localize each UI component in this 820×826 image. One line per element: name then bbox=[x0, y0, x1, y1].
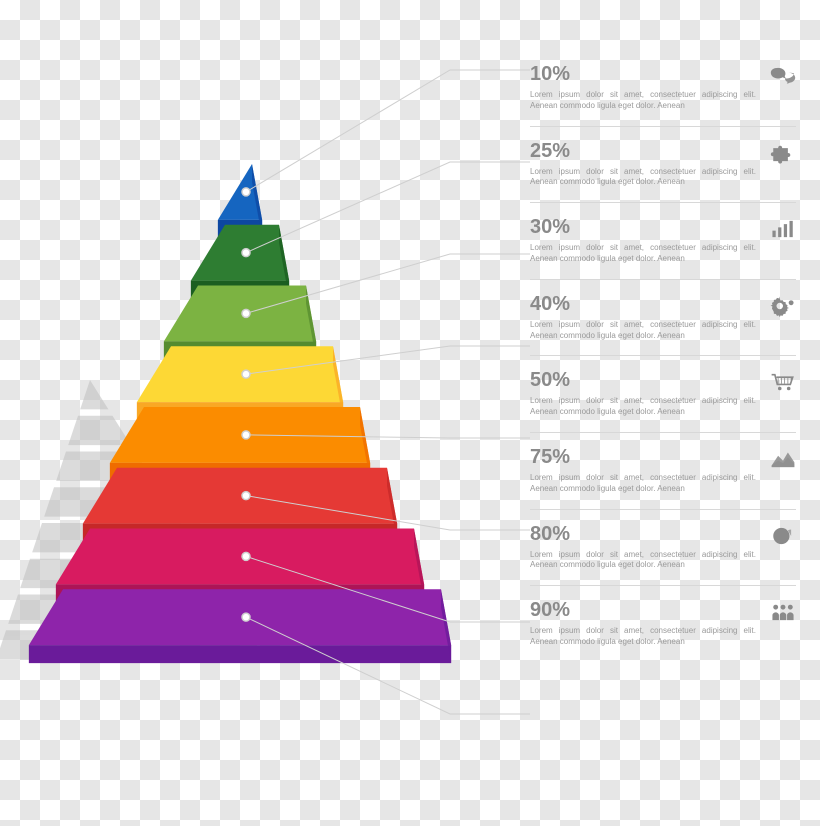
legend-percentage: 25% bbox=[530, 141, 756, 161]
legend-description: Lorem ipsum dolor sit amet, consectetuer… bbox=[530, 90, 756, 112]
legend-description: Lorem ipsum dolor sit amet, consectetuer… bbox=[530, 243, 756, 265]
legend-percentage: 80% bbox=[530, 524, 756, 544]
puzzle-icon bbox=[766, 141, 796, 165]
legend-description: Lorem ipsum dolor sit amet, consectetuer… bbox=[530, 626, 756, 648]
legend-description: Lorem ipsum dolor sit amet, consectetuer… bbox=[530, 550, 756, 572]
pie-chart-icon bbox=[766, 524, 796, 548]
legend-percentage: 30% bbox=[530, 217, 756, 237]
legend-description: Lorem ipsum dolor sit amet, consectetuer… bbox=[530, 320, 756, 342]
legend-percentage: 40% bbox=[530, 294, 756, 314]
legend-description: Lorem ipsum dolor sit amet, consectetuer… bbox=[530, 167, 756, 189]
gears-icon bbox=[766, 294, 796, 318]
legend-percentage: 90% bbox=[530, 600, 756, 620]
legend-item: 50% Lorem ipsum dolor sit amet, consectet… bbox=[530, 356, 796, 433]
bar-chart-icon bbox=[766, 217, 796, 241]
cart-icon bbox=[766, 370, 796, 394]
legend-description: Lorem ipsum dolor sit amet, consectetuer… bbox=[530, 473, 756, 495]
legend-item: 90% Lorem ipsum dolor sit amet, consectet… bbox=[530, 586, 796, 662]
legend-item: 80% Lorem ipsum dolor sit amet, consectet… bbox=[530, 510, 796, 587]
legend-percentage: 10% bbox=[530, 64, 756, 84]
legend-description: Lorem ipsum dolor sit amet, consectetuer… bbox=[530, 396, 756, 418]
infographic-canvas: 10% Lorem ipsum dolor sit amet, consectet… bbox=[0, 0, 820, 826]
legend-item: 40% Lorem ipsum dolor sit amet, consectet… bbox=[530, 280, 796, 357]
legend-item: 30% Lorem ipsum dolor sit amet, consectet… bbox=[530, 203, 796, 280]
people-icon bbox=[766, 600, 796, 624]
legend-percentage: 75% bbox=[530, 447, 756, 467]
legend-item: 10% Lorem ipsum dolor sit amet, consectet… bbox=[530, 50, 796, 127]
legend-item: 25% Lorem ipsum dolor sit amet, consectet… bbox=[530, 127, 796, 204]
legend-panel: 10% Lorem ipsum dolor sit amet, consectet… bbox=[530, 50, 796, 662]
speech-bubbles-icon bbox=[766, 64, 796, 88]
area-chart-icon bbox=[766, 447, 796, 471]
legend-percentage: 50% bbox=[530, 370, 756, 390]
legend-item: 75% Lorem ipsum dolor sit amet, consectet… bbox=[530, 433, 796, 510]
